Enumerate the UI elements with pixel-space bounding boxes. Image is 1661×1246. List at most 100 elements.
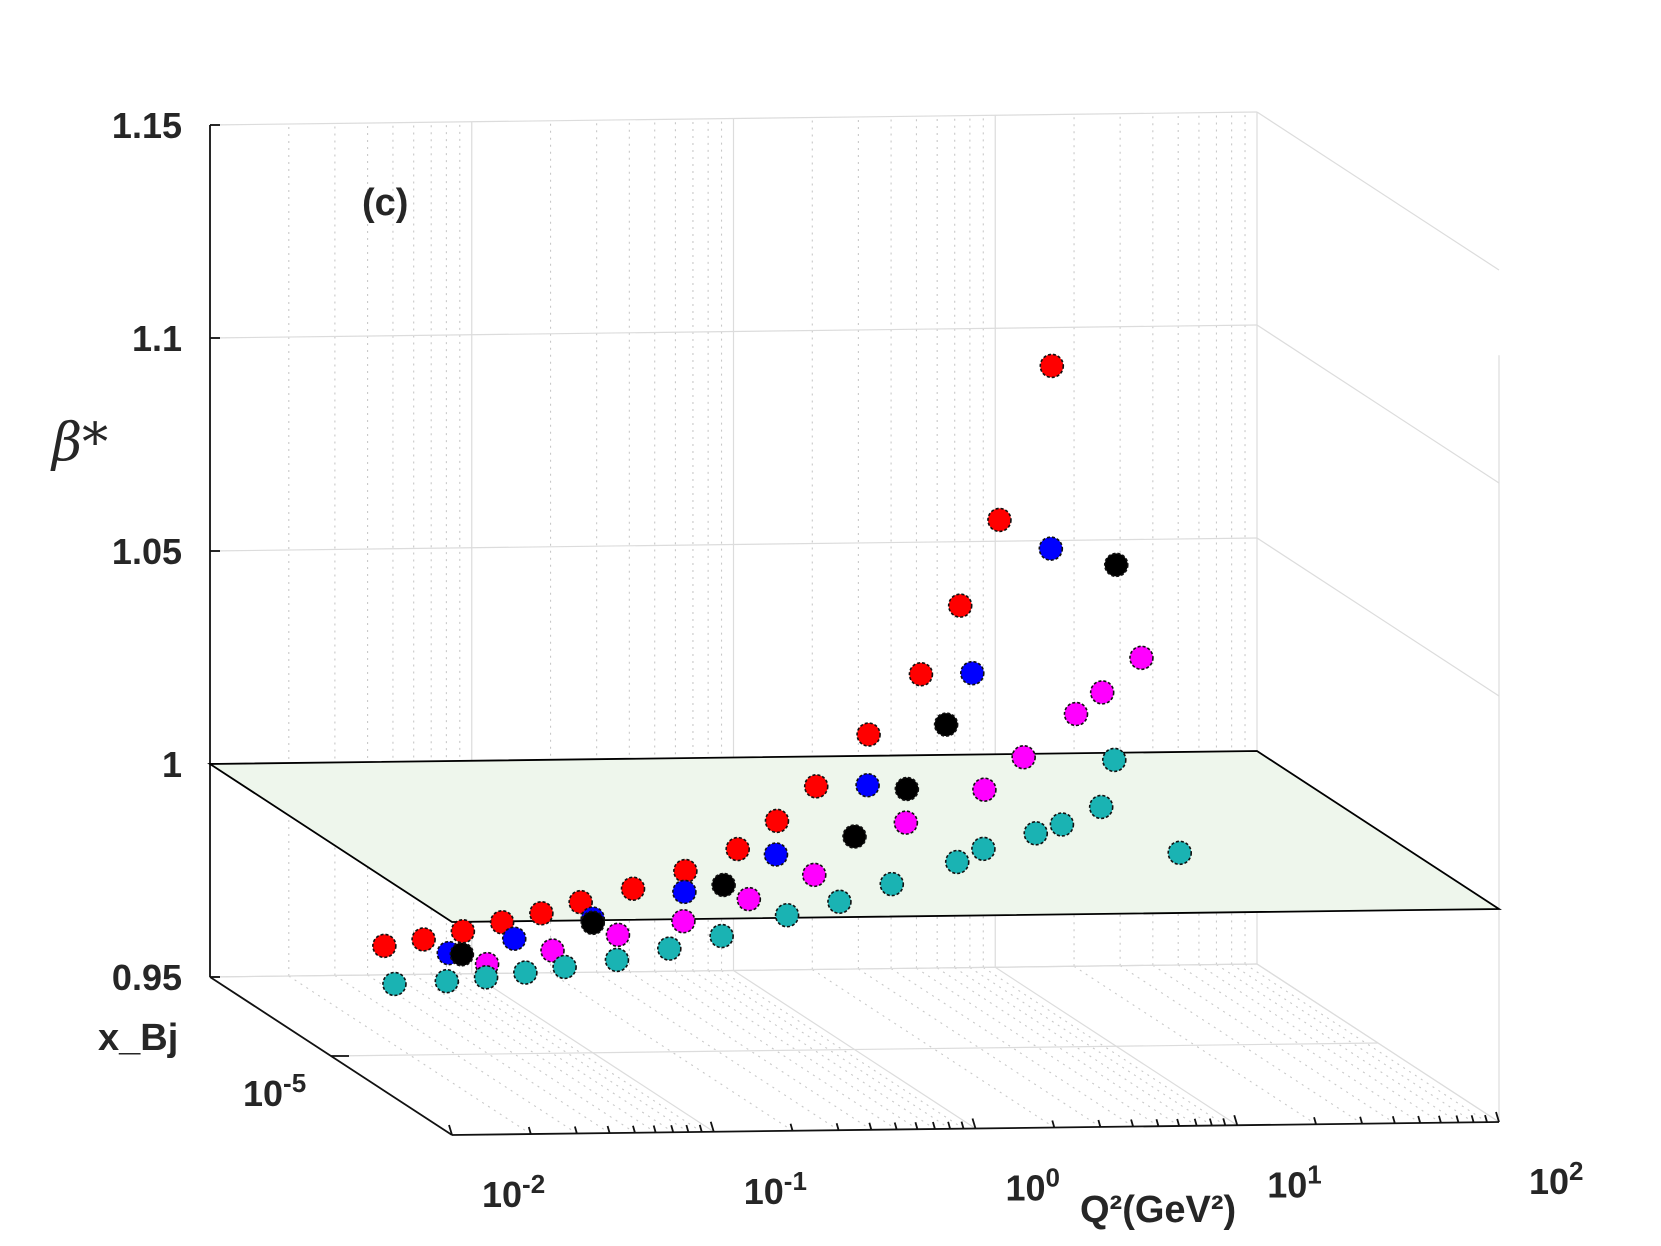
- x-tick-label: 10-1: [744, 1166, 807, 1212]
- data-point-blue: [855, 772, 880, 798]
- data-point-red: [725, 836, 751, 862]
- data-point-cyan: [656, 936, 682, 961]
- data-point-cyan: [944, 849, 970, 875]
- data-point-magenta: [801, 862, 827, 888]
- data-point-black: [580, 910, 606, 936]
- data-point-black: [449, 941, 475, 967]
- data-point-black: [711, 872, 736, 898]
- x-tick-mark-minor: [1359, 1116, 1364, 1124]
- right-wall-grid-line: [1256, 324, 1500, 484]
- data-point-black: [1103, 552, 1129, 578]
- back-grid-horizontal: [209, 537, 1258, 552]
- data-point-red: [529, 900, 554, 926]
- data-point-red: [947, 593, 973, 618]
- data-point-red: [673, 858, 698, 884]
- data-point-blue: [763, 842, 789, 867]
- data-point-red: [450, 918, 476, 944]
- x-tick-mark-minor: [1193, 1118, 1198, 1127]
- x-tick-mark-minor: [1209, 1118, 1213, 1126]
- x-tick-mark-minor: [1155, 1118, 1160, 1127]
- floor-grid-y-line: [330, 1042, 1379, 1057]
- x-tick-mark-minor: [893, 1122, 898, 1130]
- data-point-magenta: [605, 922, 631, 948]
- x-tick-label: 101: [1267, 1159, 1322, 1205]
- x-tick-label: 100: [1006, 1163, 1061, 1209]
- data-point-cyan: [552, 954, 577, 980]
- data-point-cyan: [827, 889, 852, 915]
- z-tick-label: 1: [162, 744, 182, 785]
- data-point-red: [1039, 353, 1065, 379]
- data-point-red: [803, 774, 829, 799]
- data-point-magenta: [1129, 645, 1154, 671]
- data-point-red: [372, 933, 397, 959]
- data-point-magenta: [893, 810, 919, 835]
- back-grid-horizontal: [209, 111, 1258, 126]
- data-point-blue: [501, 926, 527, 952]
- x-tick-mark-minor: [1470, 1115, 1475, 1123]
- data-point-blue: [1038, 536, 1064, 561]
- data-point-magenta: [1089, 680, 1115, 705]
- y-axis-label: x_Bj: [98, 1017, 178, 1059]
- data-point-cyan: [879, 871, 905, 897]
- x-tick-mark-minor: [1484, 1114, 1488, 1123]
- x-tick-mark-minor: [1176, 1118, 1181, 1127]
- y-tick-label: 10-5: [243, 1068, 306, 1114]
- data-point-magenta: [736, 886, 762, 912]
- x-tick-mark-minor: [932, 1121, 936, 1130]
- x-tick-mark-minor: [1097, 1119, 1102, 1128]
- back-grid-horizontal: [209, 324, 1258, 339]
- x-tick-mark-major: [971, 1118, 977, 1129]
- data-point-cyan: [473, 965, 499, 990]
- z-tick-label: 0.95: [112, 957, 182, 998]
- x-tick-mark-minor: [527, 1126, 532, 1135]
- x-tick-mark-major: [448, 1124, 453, 1136]
- data-point-cyan: [1088, 794, 1114, 820]
- data-point-red: [568, 889, 593, 915]
- x-tick-mark-minor: [574, 1126, 578, 1134]
- data-point-magenta: [1011, 744, 1036, 770]
- x-tick-mark-minor: [606, 1125, 611, 1134]
- data-point-blue: [959, 660, 985, 686]
- z-tick-label: 1.15: [112, 105, 182, 146]
- x-tick-label: 10-2: [482, 1169, 545, 1215]
- z-tick-label: 1.05: [112, 531, 182, 572]
- data-point-black: [933, 712, 959, 737]
- panel-label: (c): [362, 182, 408, 224]
- back-wall-grid: [209, 111, 1500, 1123]
- floor-back-edge: [209, 963, 1258, 978]
- x-tick-mark-minor: [914, 1121, 919, 1130]
- x-tick-mark-minor: [1391, 1116, 1396, 1124]
- x-tick-mark-minor: [652, 1125, 657, 1133]
- x-tick-mark-minor: [1051, 1120, 1056, 1128]
- x-tick-mark-minor: [835, 1122, 840, 1131]
- x-tick-mark-minor: [1313, 1117, 1317, 1125]
- data-point-red: [987, 507, 1012, 533]
- x-tick-mark-minor: [1455, 1115, 1460, 1123]
- x-tick-mark-minor: [632, 1125, 636, 1133]
- x-tick-mark-major: [709, 1121, 715, 1133]
- x-tick-mark-minor: [868, 1122, 873, 1131]
- data-point-magenta: [671, 908, 696, 934]
- x-tick-labels: 10-2 10-1 100 101 102: [482, 1156, 1584, 1215]
- data-point-blue: [672, 879, 697, 905]
- data-point-red: [489, 909, 515, 935]
- x-tick-mark-minor: [1222, 1118, 1227, 1126]
- data-point-cyan: [1023, 821, 1049, 846]
- data-point-red: [856, 722, 881, 747]
- data-point-black: [842, 824, 867, 849]
- data-point-red: [908, 661, 934, 687]
- z-axis-label: β*: [50, 413, 108, 473]
- x-tick-mark-minor: [947, 1121, 951, 1130]
- x-tick-mark-minor: [1130, 1119, 1134, 1127]
- data-point-cyan: [1167, 840, 1193, 866]
- x-tick-mark-major: [1233, 1114, 1239, 1126]
- data-point-red: [620, 876, 646, 902]
- x-tick-mark-minor: [685, 1124, 690, 1133]
- data-point-cyan: [434, 968, 460, 994]
- data-point-cyan: [971, 836, 996, 862]
- y-tick-labels: 10-5: [243, 1068, 306, 1114]
- data-point-red: [411, 927, 436, 952]
- data-point-cyan: [774, 902, 800, 928]
- data-point-cyan: [513, 960, 538, 985]
- x-tick-mark-minor: [960, 1121, 965, 1129]
